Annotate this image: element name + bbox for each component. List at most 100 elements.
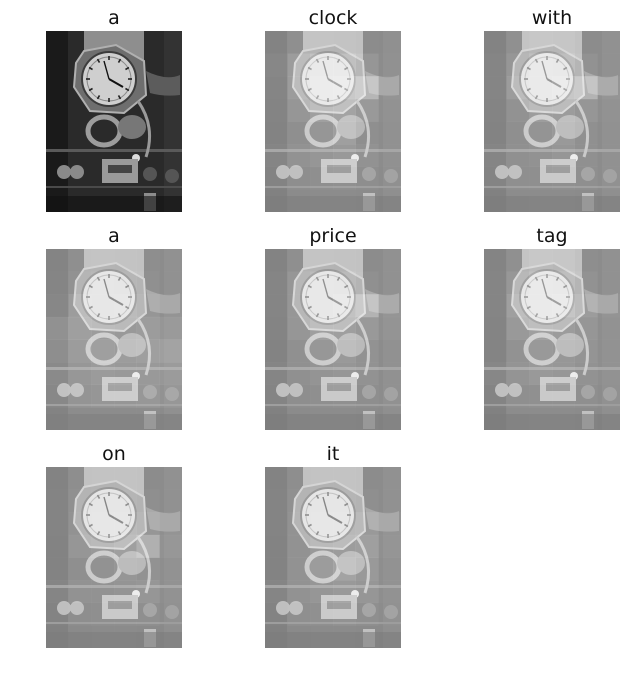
clock-tick <box>336 494 341 499</box>
attention-cell <box>552 31 575 54</box>
attention-cell <box>333 384 356 408</box>
clock-tick <box>336 531 341 536</box>
attention-cell <box>265 167 288 190</box>
attention-cell <box>484 249 507 272</box>
clock-hand <box>327 296 343 306</box>
attention-cell <box>310 53 334 77</box>
attention-cell <box>68 339 92 363</box>
attention-cell <box>159 534 182 558</box>
attention-cell <box>91 467 115 490</box>
clock-hand <box>108 296 124 306</box>
clock-tick <box>88 502 93 507</box>
block-slot <box>108 383 132 391</box>
attention-cell <box>265 603 288 626</box>
attention-cell <box>265 53 288 77</box>
attention-cell <box>68 534 92 558</box>
attention-cell <box>356 467 379 490</box>
attention-cell <box>333 534 356 558</box>
attention-cell <box>114 407 137 430</box>
clock-tick <box>125 66 130 71</box>
attention-cell <box>265 385 288 408</box>
attention-cell <box>46 384 69 408</box>
attention-cell <box>46 294 69 318</box>
attention-cell <box>378 580 401 604</box>
attention-cell <box>287 144 311 168</box>
glass-arm <box>365 289 399 314</box>
attention-cell <box>574 339 598 363</box>
attention-cell <box>506 249 530 272</box>
shelf-line <box>484 186 620 188</box>
panel-image <box>265 31 401 212</box>
clock-tick <box>117 531 122 536</box>
attention-cell <box>114 362 137 386</box>
ball <box>508 165 522 179</box>
ball <box>165 605 179 619</box>
attention-cell <box>310 580 334 604</box>
panel-image <box>265 467 401 648</box>
clock-tick <box>563 66 568 71</box>
attention-cell <box>265 31 288 54</box>
knot-object <box>118 551 146 575</box>
attention-cell <box>355 534 379 558</box>
ball <box>57 601 71 615</box>
attention-cell <box>597 316 620 340</box>
attention-cell <box>114 467 137 490</box>
attention-cell <box>310 512 334 536</box>
attention-cell <box>506 144 530 168</box>
ball <box>57 165 71 179</box>
attention-cell <box>287 31 311 54</box>
attention-cell <box>46 339 69 363</box>
attention-cell <box>265 625 288 648</box>
attention-cell <box>136 271 160 295</box>
attention-overlay <box>484 31 620 212</box>
attention-cell <box>265 580 288 604</box>
attention-cell <box>68 489 92 513</box>
attention-cell <box>355 512 379 536</box>
attention-cell <box>114 271 137 295</box>
attention-cell <box>310 31 334 54</box>
ball <box>603 169 617 183</box>
clock-tick <box>344 284 349 289</box>
attention-cell <box>574 249 598 272</box>
attention-cell <box>159 490 182 513</box>
attention-cell <box>265 189 288 212</box>
attention-cell <box>310 249 334 272</box>
clock-tick <box>96 494 101 499</box>
attention-cell <box>507 189 530 212</box>
glass-arm <box>365 507 399 532</box>
attention-cell <box>46 271 69 295</box>
attention-cell <box>46 362 69 386</box>
ball <box>143 167 157 181</box>
panel-0: a <box>46 7 182 212</box>
clock-tick <box>344 305 349 310</box>
attention-cell <box>506 76 530 100</box>
attention-cell <box>91 294 115 318</box>
attention-cell <box>265 340 288 363</box>
attention-overlay <box>46 467 182 626</box>
panel-word: it <box>326 443 340 465</box>
shelf-line <box>46 404 182 406</box>
panel-word: clock <box>308 7 358 29</box>
clock-hand <box>327 78 343 88</box>
ball <box>603 387 617 401</box>
attention-cell <box>333 144 356 168</box>
attention-cell <box>484 362 507 386</box>
attention-cell <box>265 407 288 430</box>
shelf-line <box>265 149 401 152</box>
attention-cell <box>265 144 288 168</box>
attention-cell <box>529 339 553 363</box>
attention-cell <box>574 362 598 386</box>
scene-photo <box>265 249 401 430</box>
attention-cell <box>91 271 115 295</box>
attention-cell <box>333 489 356 513</box>
attention-overlay <box>265 31 401 212</box>
knot-object <box>337 333 365 357</box>
attention-cell <box>506 316 530 340</box>
clock-hand <box>103 60 110 80</box>
shelf-line <box>265 186 401 188</box>
attention-cell <box>597 31 620 54</box>
attention-cell <box>378 294 401 318</box>
attention-cell <box>310 489 334 513</box>
attention-cell <box>265 512 288 535</box>
attention-cell <box>137 407 160 430</box>
